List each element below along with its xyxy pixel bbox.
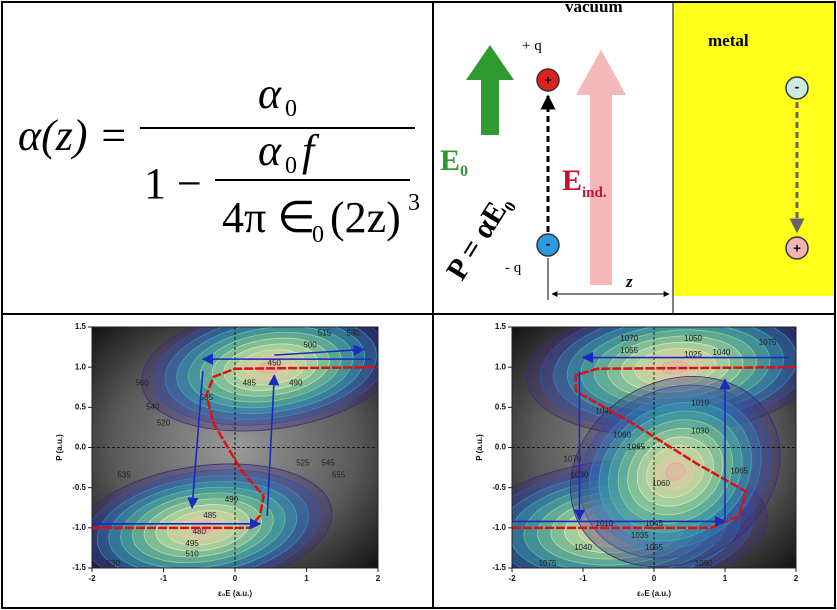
contour-label: 1065 — [627, 443, 645, 452]
contour-label: 1055 — [620, 346, 638, 355]
y-tick-label: -1.0 — [72, 523, 86, 532]
eq-paren: (2z) — [330, 193, 401, 242]
plus-sign: + — [793, 240, 801, 255]
x-axis-label: ε₀E (a.u.) — [218, 589, 252, 598]
diagram: vacuum metal E0 Eind. + q - q + - P = αE… — [440, 0, 835, 314]
eq-sub: 0 — [285, 153, 297, 179]
eq-f: f — [302, 126, 320, 175]
contour-label: 545 — [321, 459, 335, 468]
eq-sup: 3 — [408, 190, 420, 216]
e0-sub: 0 — [460, 163, 468, 180]
contour-label: 1075 — [539, 559, 557, 568]
y-tick-label: -1.0 — [492, 523, 506, 532]
x-tick-label: 1 — [304, 574, 309, 583]
y-tick-label: 0.5 — [495, 402, 507, 411]
y-tick-label: -0.5 — [492, 483, 506, 492]
contour-label: 510 — [185, 549, 199, 558]
contour-label: 1010 — [595, 519, 613, 528]
e0-arrow — [466, 45, 514, 135]
e0-label: E0 — [440, 144, 468, 180]
contour-label: 555 — [332, 471, 346, 480]
contour-label: 1035 — [631, 531, 649, 540]
contour-label: 1075 — [759, 338, 777, 347]
contour-label: 1070 — [620, 334, 638, 343]
contour-label: 520 — [157, 419, 171, 428]
contour-label: 485 — [203, 511, 217, 520]
minus-q-label: - q — [505, 260, 522, 276]
eind-sub: ind. — [582, 185, 607, 201]
eq-lhs: α(z) = — [18, 111, 128, 160]
metal-label: metal — [708, 31, 749, 50]
eind-text: E — [562, 164, 582, 197]
plus-sign: + — [544, 72, 552, 87]
x-tick-label: 2 — [376, 574, 381, 583]
contour-label: 530 — [346, 329, 360, 338]
eq-sub: 0 — [285, 96, 297, 122]
plus-q-label: + q — [522, 38, 542, 54]
contour-label: 1045 — [645, 519, 663, 528]
x-tick-label: -2 — [508, 574, 516, 583]
contour-label: 1040 — [713, 348, 731, 357]
eq-numerator: α — [258, 69, 282, 118]
contour-label: 490 — [289, 378, 303, 387]
eind-arrow — [576, 50, 626, 285]
z-label: z — [625, 272, 633, 291]
x-tick-label: 0 — [652, 574, 657, 583]
contour-label: 530 — [107, 559, 121, 568]
metal-region — [673, 2, 835, 296]
x-tick-label: -1 — [579, 574, 587, 583]
minus-sign: - — [546, 236, 551, 252]
y-tick-label: 1.5 — [495, 322, 507, 331]
contour-label: 1055 — [645, 543, 663, 552]
e0-text: E — [440, 144, 460, 177]
y-tick-label: -0.5 — [72, 483, 86, 492]
y-axis-label: P (a.u.) — [55, 434, 64, 461]
equation: α(z) = α 0 1 − α 0 f 4π ∈ 0 (2z) 3 — [18, 69, 420, 248]
eq-inner-numerator: α — [258, 126, 282, 175]
minus-sign: - — [795, 79, 800, 95]
contour-label: 1050 — [684, 334, 702, 343]
contour-label: 1040 — [574, 543, 592, 552]
y-tick-label: 0.5 — [75, 402, 87, 411]
x-axis-label: ε₀E (a.u.) — [637, 589, 671, 598]
eq-one-minus: 1 − — [144, 159, 202, 208]
eq-sub: 0 — [312, 222, 324, 248]
x-tick-label: -1 — [160, 574, 168, 583]
figure: α(z) = α 0 1 − α 0 f 4π ∈ 0 (2z) 3 vacuu… — [0, 0, 837, 610]
x-tick-label: 1 — [723, 574, 728, 583]
contour-label: 485 — [243, 378, 257, 387]
contour-label: 495 — [185, 539, 199, 548]
y-axis-label: P (a.u.) — [475, 434, 484, 461]
contour-label: 1010 — [691, 398, 709, 407]
contour-label: 500 — [303, 341, 317, 350]
contour-label: 490 — [225, 495, 239, 504]
y-tick-label: -1.5 — [492, 563, 506, 572]
contour-label: 1030 — [691, 427, 709, 436]
eq-denominator: 4π ∈ — [222, 193, 316, 242]
contour-label: 1060 — [652, 479, 670, 488]
contour-label: 525 — [296, 459, 310, 468]
plot-area: 5155305004504854905055354904854804955105… — [65, 288, 408, 607]
y-tick-label: 1.0 — [495, 362, 507, 371]
y-tick-label: -1.5 — [72, 563, 86, 572]
y-tick-label: 1.0 — [75, 362, 87, 371]
x-tick-label: 2 — [794, 574, 799, 583]
contour-label: 1065 — [730, 467, 748, 476]
contour-label: 540 — [146, 402, 160, 411]
contour-label: 1090 — [695, 559, 713, 568]
dipole-text: P = αE — [440, 196, 513, 286]
contour-label: 535 — [117, 471, 131, 480]
y-tick-label: 0.0 — [75, 443, 87, 452]
x-tick-label: -2 — [88, 574, 96, 583]
y-tick-label: 1.5 — [75, 322, 87, 331]
contour-label: 560 — [135, 378, 149, 387]
contour-label: 1060 — [613, 431, 631, 440]
y-tick-label: 0.0 — [495, 443, 507, 452]
x-tick-label: 0 — [233, 574, 238, 583]
contour-label: 515 — [318, 329, 332, 338]
